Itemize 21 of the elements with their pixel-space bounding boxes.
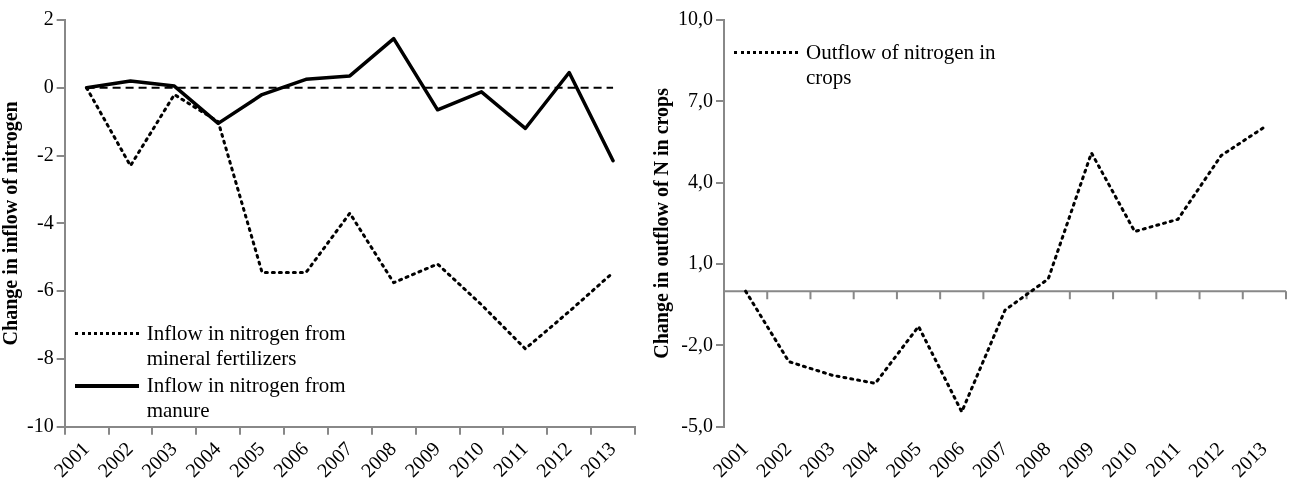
y-tick-label: -10 — [26, 414, 54, 436]
y-tick-label: 1,0 — [688, 251, 713, 274]
y-tick-label: 0 — [43, 75, 54, 98]
y-tick-label: -4 — [36, 210, 54, 233]
legend-label: Outflow of nitrogen in crops — [806, 40, 997, 90]
y-axis-title: Change in outflow of N in crops — [650, 87, 674, 359]
x-tick-label: 2011 — [1141, 437, 1185, 481]
x-tick-label: 2011 — [488, 437, 532, 481]
y-tick-label: -2,0 — [681, 332, 713, 355]
line-series — [744, 125, 1266, 414]
legend-label: Inflow in nitrogen from mineral fertilizers — [146, 320, 347, 371]
y-tick-label: 2 — [43, 7, 54, 30]
y-tick-label: -8 — [36, 346, 54, 369]
y-tick-label: -2 — [36, 142, 54, 165]
y-tick-label: 10,0 — [678, 7, 713, 30]
y-tick-label: -5,0 — [681, 414, 713, 436]
y-tick-label: 7,0 — [688, 88, 713, 111]
y-tick-label: -6 — [36, 278, 54, 301]
y-axis-title: Change in inflow of nitrogen — [0, 101, 23, 346]
legend-label: Inflow in nitrogen from manure — [146, 372, 347, 423]
y-tick-label: 4,0 — [688, 169, 713, 192]
